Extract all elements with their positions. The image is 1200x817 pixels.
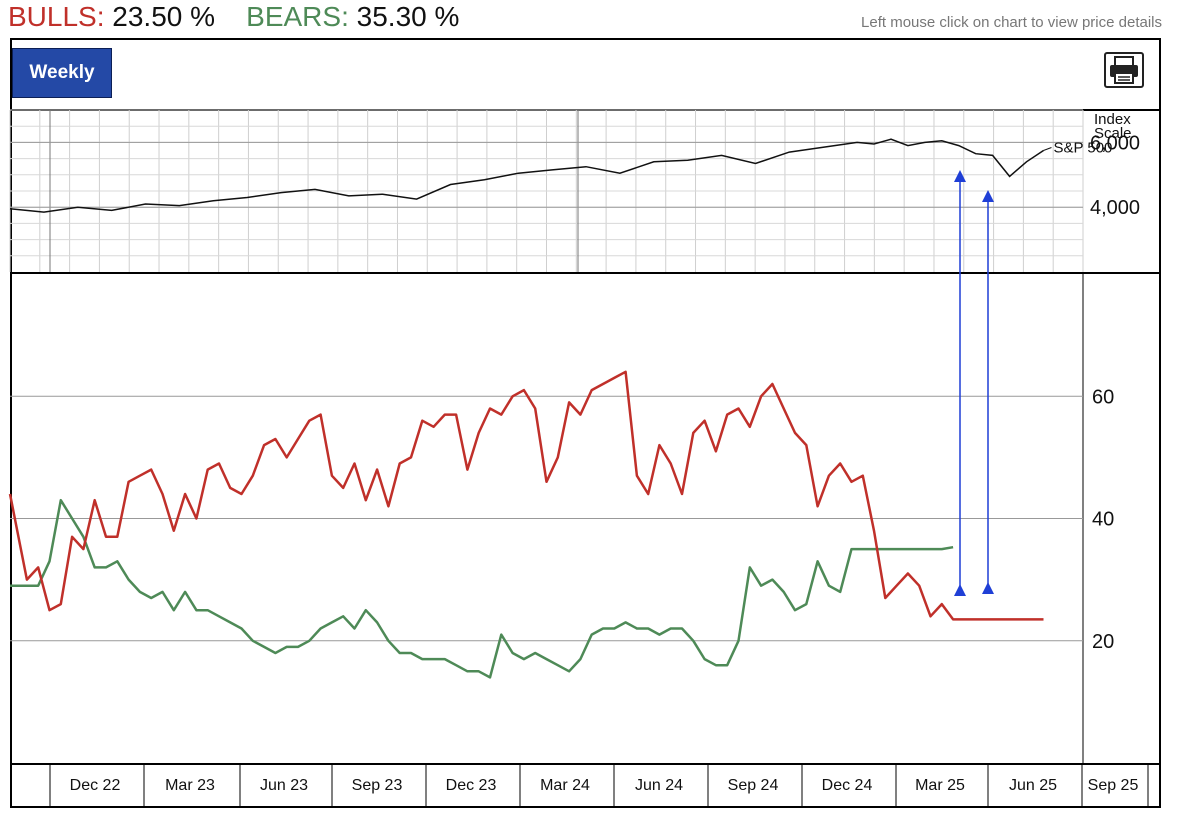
bulls-label: BULLS: — [8, 1, 105, 32]
sp-axis-title-line: Index — [1094, 111, 1131, 128]
bulls-value: 23.50 % — [112, 1, 216, 32]
bulls-line — [8, 370, 1044, 621]
x-tick-label: Dec 22 — [70, 777, 121, 794]
x-tick-label: Jun 25 — [1009, 777, 1057, 794]
sp500-label-leader — [1043, 147, 1052, 151]
sentiment-y-tick-label: 40 — [1092, 509, 1114, 531]
sentiment-y-tick-label: 20 — [1092, 631, 1114, 653]
chart-hint: Left mouse click on chart to view price … — [861, 14, 1162, 31]
x-tick-label: Dec 23 — [446, 777, 497, 794]
x-tick-label: Mar 24 — [540, 777, 590, 794]
sentiment-y-tick-label: 60 — [1092, 386, 1114, 408]
print-button[interactable] — [1104, 52, 1144, 88]
sp-axis-title: Index Scale — [1094, 111, 1132, 142]
bears-line — [10, 498, 954, 679]
sp500-series-label: S&P 500 — [1053, 140, 1112, 157]
sp-axis-title-line: Scale — [1094, 125, 1132, 142]
x-tick-label: Jun 24 — [635, 777, 683, 794]
x-tick-label: Sep 23 — [352, 777, 403, 794]
x-tick-label: Mar 23 — [165, 777, 215, 794]
sp500-line — [9, 138, 1044, 213]
sp-y-tick-label: 4,000 — [1090, 197, 1140, 219]
bears-label: BEARS: — [246, 1, 349, 32]
x-tick-label: Sep 24 — [728, 777, 779, 794]
printer-icon — [1110, 56, 1138, 84]
x-tick-label: Jun 23 — [260, 777, 308, 794]
weekly-button[interactable]: Weekly — [12, 48, 112, 98]
x-tick-label: Dec 24 — [822, 777, 873, 794]
x-tick-label: Sep 25 — [1088, 777, 1139, 794]
chart-frame — [10, 38, 1161, 808]
sp-y-tick-label: 6,000 — [1090, 132, 1140, 154]
x-tick-label: Mar 25 — [915, 777, 965, 794]
header-stats: BULLS: 23.50 % BEARS: 35.30 % — [8, 0, 459, 34]
bears-value: 35.30 % — [356, 1, 460, 32]
